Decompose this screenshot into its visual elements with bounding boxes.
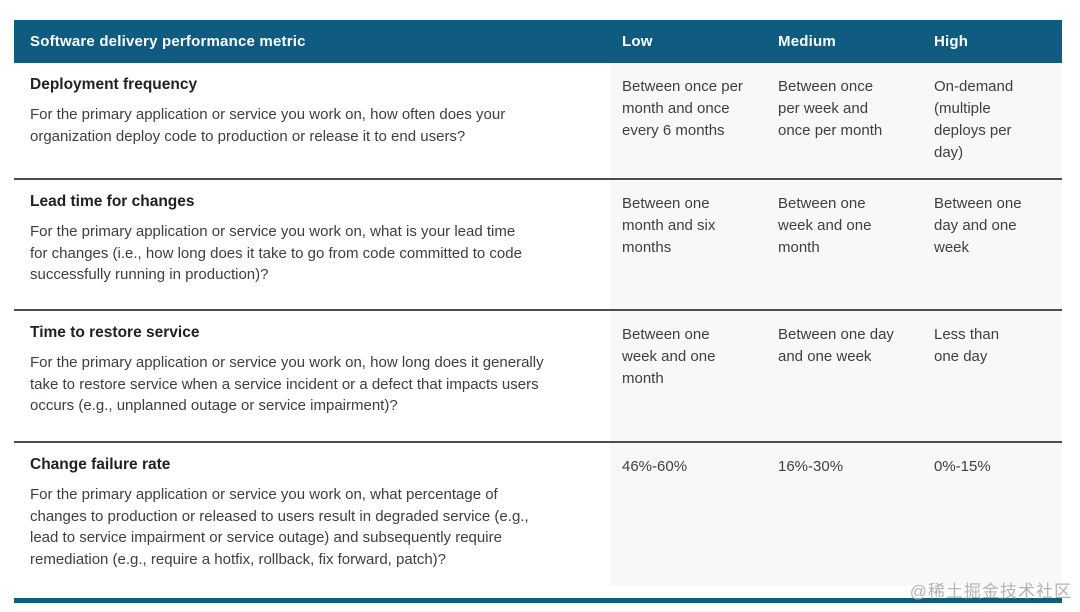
header-cell-medium: Medium <box>778 33 836 50</box>
metric-title: Lead time for changes <box>30 193 195 210</box>
metric-cell: Time to restore service For the primary … <box>14 311 610 441</box>
metric-cell: Lead time for changes For the primary ap… <box>14 180 610 309</box>
value-cell-low: 46%-60% <box>610 443 766 586</box>
metric-cell: Deployment frequency For the primary app… <box>14 63 610 178</box>
metric-description: For the primary application or service y… <box>30 106 506 145</box>
metric-cell: Change failure rate For the primary appl… <box>14 443 610 586</box>
value-cell-medium: Between one week and one month <box>766 180 922 309</box>
value-cell-low: Between once per month and once every 6 … <box>610 63 766 178</box>
metric-title: Change failure rate <box>30 456 171 473</box>
table-header-row: Software delivery performance metric Low… <box>14 20 1062 63</box>
header-cell-low: Low <box>622 33 653 50</box>
value-cell-medium: 16%-30% <box>766 443 922 586</box>
table-row-lead-time-for-changes: Lead time for changes For the primary ap… <box>14 178 1062 309</box>
value-cell-high: Less than one day <box>922 311 1062 441</box>
table-row-change-failure-rate: Change failure rate For the primary appl… <box>14 441 1062 586</box>
value-cell-medium: Between one day and one week <box>766 311 922 441</box>
value-cell-medium: Between once per week and once per month <box>766 63 922 178</box>
table-row-deployment-frequency: Deployment frequency For the primary app… <box>14 63 1062 178</box>
value-cell-high: Between one day and one week <box>922 180 1062 309</box>
value-cell-low: Between one week and one month <box>610 311 766 441</box>
table-row-time-to-restore-service: Time to restore service For the primary … <box>14 309 1062 441</box>
metric-title: Time to restore service <box>30 324 200 341</box>
performance-metrics-table: Software delivery performance metric Low… <box>14 20 1062 586</box>
metric-title: Deployment frequency <box>30 76 198 93</box>
header-cell-high: High <box>934 33 969 50</box>
bottom-accent-bar <box>14 598 1062 603</box>
header-cell-metric: Software delivery performance metric <box>30 33 306 50</box>
value-cell-high: 0%-15% <box>922 443 1062 586</box>
metric-description: For the primary application or service y… <box>30 486 529 568</box>
value-cell-low: Between one month and six months <box>610 180 766 309</box>
metric-description: For the primary application or service y… <box>30 354 544 414</box>
value-cell-high: On-demand (multiple deploys per day) <box>922 63 1062 178</box>
metric-description: For the primary application or service y… <box>30 223 522 283</box>
watermark-text: @稀土掘金技术社区 <box>909 582 1072 601</box>
